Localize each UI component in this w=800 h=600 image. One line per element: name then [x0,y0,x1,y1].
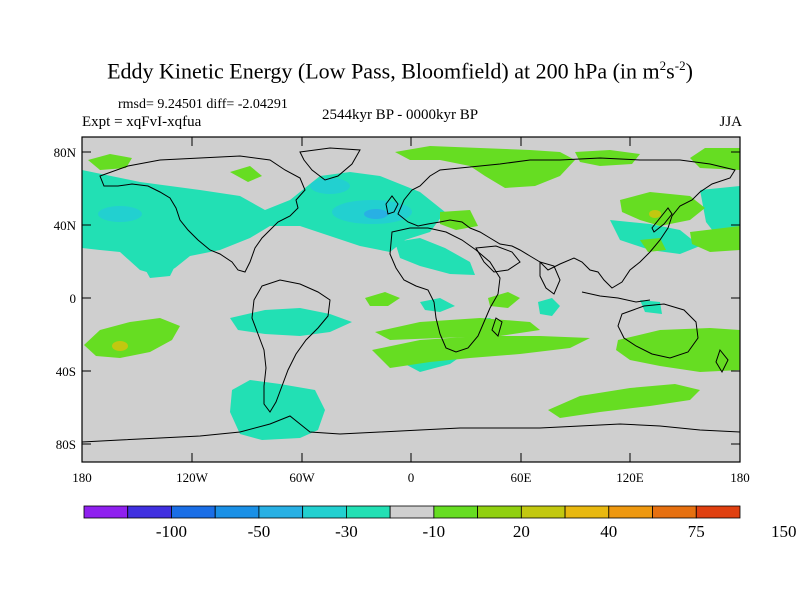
coastline-new-zealand [715,348,729,374]
positive-core [112,341,128,351]
colorbar-swatch [389,505,435,519]
negative-region [395,238,475,275]
positive-region [616,328,740,372]
lon-label: 60E [511,470,532,485]
positive-region [395,146,575,188]
positive-region [440,210,478,230]
colorbar-labels: -100 -50 -30 -10 20 40 75 150 [156,522,797,541]
positive-region [640,238,666,252]
negative-region [610,220,700,254]
map-title: Eddy Kinetic Energy (Low Pass, Bloomfiel… [107,58,693,84]
coastline-indonesia [581,291,651,303]
colorbar-label: 40 [600,522,617,541]
positive-region [88,154,132,170]
colorbar-label: 150 [771,522,797,541]
colorbar-swatch [652,505,697,519]
lon-label: 60W [289,470,315,485]
lat-label: 80N [54,145,77,160]
anomaly-fields [82,146,740,440]
negative-region [640,300,662,314]
negative-region [538,298,560,316]
negative-region [230,308,352,336]
colorbar-swatch [345,505,391,519]
coastline-india [539,261,561,295]
negative-core [310,178,350,194]
positive-region [84,318,180,358]
negative-core [364,209,388,219]
negative-core [98,206,142,222]
coastline-uk [385,195,399,215]
lon-label: 180 [730,470,750,485]
longitude-axis [81,137,741,462]
lon-label: 0 [408,470,415,485]
colorbar-swatch [214,505,260,519]
lon-label: 120W [176,470,209,485]
coastline-north-america [99,155,306,273]
coastline-africa [389,227,501,353]
coastline-japan [651,207,673,233]
lat-label: 80S [56,437,76,452]
positive-core [649,210,661,218]
colorbar-swatch [433,505,479,519]
coastlines [82,147,740,443]
colorbar [83,505,741,519]
colorbar-swatch [564,505,610,519]
positive-region [620,192,705,226]
colorbar-label: -10 [423,522,446,541]
map-background [82,137,740,462]
stats-line: rmsd= 9.24501 diff= -2.04291 [118,97,288,112]
colorbar-label: -30 [335,522,358,541]
positive-region [372,336,590,368]
positive-region [230,166,262,182]
lat-label: 40S [56,364,76,379]
lat-label: 40N [54,218,77,233]
colorbar-swatch [127,505,172,519]
negative-region [700,186,740,240]
colorbar-swatch [171,505,216,519]
colorbar-swatch [477,505,522,519]
colorbar-swatch [258,505,304,519]
coastline-australia [617,303,699,359]
colorbar-label: -50 [248,522,271,541]
positive-region [548,384,700,418]
colorbar-swatch [608,505,653,519]
period-label: 2544kyr BP - 0000kyr BP [321,107,479,123]
coastline-eurasia [397,157,736,289]
experiment-label: Expt = xqFvI-xqfua [82,114,202,130]
lat-label: 0 [70,291,77,306]
colorbar-label: 20 [513,522,530,541]
colorbar-label: -100 [156,522,187,541]
coastline-arabia [475,245,521,273]
colorbar-swatch [83,505,129,519]
lon-label: 120E [616,470,644,485]
coastline-greenland [299,147,361,181]
colorbar-swatch [302,505,347,519]
negative-region [420,298,455,312]
negative-region [140,236,180,278]
lon-label: 180 [72,470,92,485]
positive-region [365,292,400,306]
colorbar-swatch [520,505,566,519]
coastline-antarctica [82,415,740,443]
colorbar-label: 75 [688,522,705,541]
positive-region [690,226,740,252]
latitude-axis [82,151,740,445]
coastline-south-america [251,279,331,413]
colorbar-swatch [695,505,741,519]
positive-region [488,292,520,308]
positive-region [690,148,740,170]
coastline-madagascar [491,317,503,337]
season-label: JJA [719,114,742,130]
